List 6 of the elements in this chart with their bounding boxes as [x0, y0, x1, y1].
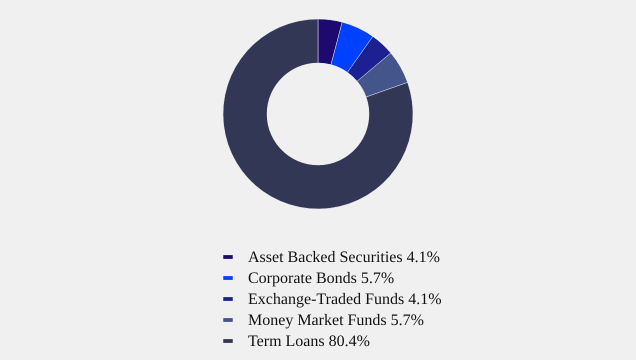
legend-label: Asset Backed Securities 4.1%	[248, 249, 440, 266]
legend-label: Money Market Funds 5.7%	[248, 312, 424, 329]
legend-label: Term Loans 80.4%	[248, 333, 370, 350]
legend-label: Exchange-Traded Funds 4.1%	[248, 291, 442, 308]
legend-label: Corporate Bonds 5.7%	[248, 270, 394, 287]
donut-slice	[222, 18, 414, 210]
